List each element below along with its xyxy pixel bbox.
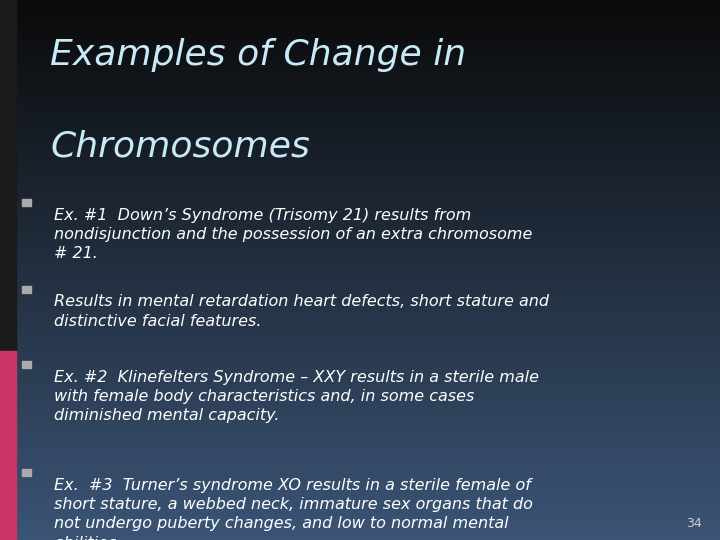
Bar [0, 0, 16, 351]
Text: Examples of Change in: Examples of Change in [50, 38, 467, 72]
Bar [22, 199, 31, 206]
Bar [0, 351, 16, 540]
Text: Chromosomes: Chromosomes [50, 130, 310, 164]
Text: Ex. #1  Down’s Syndrome (Trisomy 21) results from
nondisjunction and the possess: Ex. #1 Down’s Syndrome (Trisomy 21) resu… [54, 208, 532, 261]
Text: Results in mental retardation heart defects, short stature and
distinctive facia: Results in mental retardation heart defe… [54, 294, 549, 328]
Text: 34: 34 [686, 517, 702, 530]
Bar [22, 286, 31, 293]
Bar [22, 361, 31, 368]
Bar [22, 469, 31, 476]
Text: Ex. #2  Klinefelters Syndrome – XXY results in a sterile male
with female body c: Ex. #2 Klinefelters Syndrome – XXY resul… [54, 370, 539, 423]
Text: Ex.  #3  Turner’s syndrome XO results in a sterile female of
short stature, a we: Ex. #3 Turner’s syndrome XO results in a… [54, 478, 533, 540]
